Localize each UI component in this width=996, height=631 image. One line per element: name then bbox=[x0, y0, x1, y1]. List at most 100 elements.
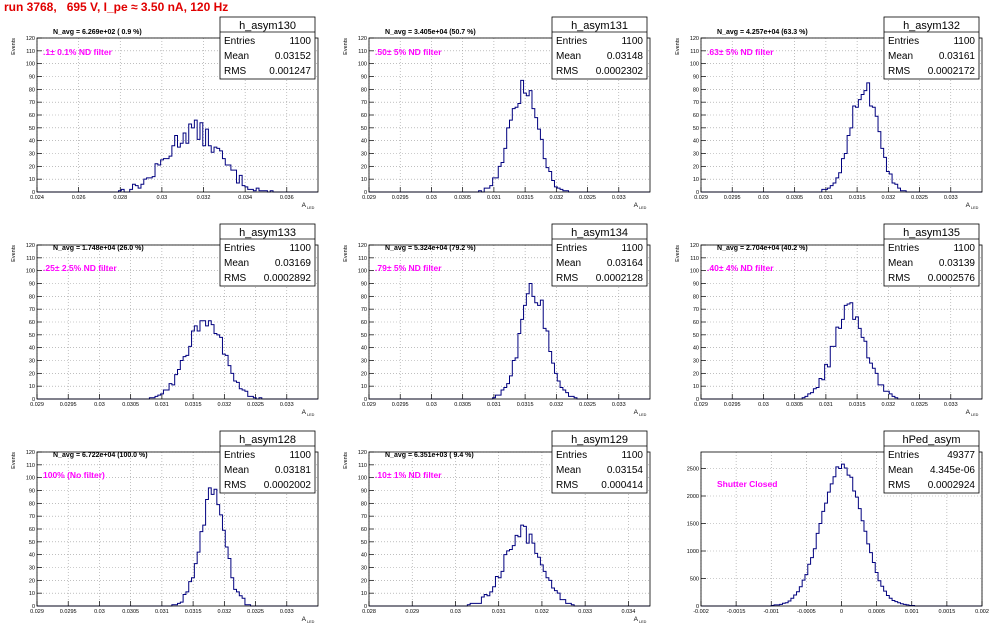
y-tick-label: 1000 bbox=[687, 549, 699, 555]
stats-label-mean: Mean bbox=[556, 258, 581, 269]
stats-value-mean: 0.03169 bbox=[275, 258, 312, 269]
stats-value-entries: 1100 bbox=[289, 450, 311, 461]
y-tick-label: 90 bbox=[693, 75, 699, 81]
y-tick-label: 60 bbox=[29, 113, 35, 119]
y-tick-label: 50 bbox=[693, 333, 699, 339]
x-tick-label: 0.0325 bbox=[247, 402, 264, 408]
stats-label-rms: RMS bbox=[556, 480, 579, 491]
n-avg-annotation: N_avg = 2.704e+04 (40.2 %) bbox=[717, 245, 808, 252]
y-tick-label: 10 bbox=[29, 591, 35, 597]
y-tick-label: 40 bbox=[361, 553, 367, 559]
y-tick-label: 120 bbox=[358, 243, 367, 249]
n-avg-annotation: N_avg = 4.257e+04 (63.3 %) bbox=[717, 29, 808, 36]
stats-value-mean: 0.03181 bbox=[275, 465, 312, 476]
x-tick-label: 0.0325 bbox=[247, 609, 264, 615]
x-axis-label: A bbox=[634, 409, 639, 416]
y-tick-label: 110 bbox=[26, 463, 35, 469]
x-tick-label: 0.032 bbox=[881, 195, 895, 201]
y-tick-label: 50 bbox=[29, 540, 35, 546]
histogram-name: h_asym131 bbox=[571, 20, 628, 32]
stats-label-mean: Mean bbox=[888, 465, 913, 476]
run-title: run 3768, 695 V, I_pe ≈ 3.50 nA, 120 Hz bbox=[4, 0, 229, 14]
y-axis-label: Events bbox=[11, 245, 17, 262]
y-axis-label: Events bbox=[11, 38, 17, 55]
y-tick-label: 100 bbox=[26, 269, 35, 275]
plot-frame bbox=[368, 37, 651, 193]
x-tick-label: 0.0325 bbox=[579, 195, 596, 201]
histogram-svg: 0.029 0.0295 0.03 0.0305 0.031 0.0315 0.032 0.0… bbox=[675, 16, 983, 210]
stats-value-entries: 1100 bbox=[289, 243, 311, 254]
x-tick-label: 0.0325 bbox=[911, 402, 928, 408]
y-tick-label: 10 bbox=[693, 384, 699, 390]
y-tick-label: 110 bbox=[690, 49, 699, 55]
n-avg-annotation: N_avg = 6.269e+02 ( 0.9 %) bbox=[53, 29, 142, 36]
stats-box bbox=[219, 430, 316, 494]
x-tick-label: 0.0295 bbox=[392, 402, 409, 408]
x-tick-label: 0.0305 bbox=[122, 402, 139, 408]
y-tick-label: 70 bbox=[693, 307, 699, 313]
histogram-panel-h_asym128: 0.029 0.0295 0.03 0.0305 0.031 0.0315 0.032 0.0… bbox=[0, 424, 332, 631]
y-tick-label: 120 bbox=[690, 36, 699, 42]
stats-value-entries: 1100 bbox=[621, 450, 643, 461]
y-tick-label: 1500 bbox=[687, 522, 699, 528]
y-axis-label: Events bbox=[343, 245, 349, 262]
y-tick-label: 40 bbox=[29, 346, 35, 352]
y-tick-label: 0 bbox=[364, 604, 367, 610]
x-axis-label: A bbox=[634, 616, 639, 623]
stats-label-mean: Mean bbox=[556, 51, 581, 62]
x-tick-label: 0.033 bbox=[944, 402, 958, 408]
x-tick-label: 0.0295 bbox=[60, 402, 77, 408]
x-tick-label: -0.0005 bbox=[797, 609, 816, 615]
y-tick-label: 90 bbox=[361, 282, 367, 288]
y-tick-label: 40 bbox=[693, 346, 699, 352]
y-tick-label: 80 bbox=[693, 87, 699, 93]
x-tick-label: 0.0315 bbox=[185, 402, 202, 408]
x-tick-label: 0.03 bbox=[758, 402, 769, 408]
histogram-name: hPed_asym bbox=[902, 434, 960, 446]
x-tick-label: 0.0325 bbox=[911, 195, 928, 201]
x-tick-label: 0.029 bbox=[30, 609, 44, 615]
y-tick-label: 100 bbox=[26, 62, 35, 68]
stats-label-entries: Entries bbox=[224, 450, 255, 461]
x-tick-label: 0.031 bbox=[487, 195, 501, 201]
stats-value-rms: 0.0002302 bbox=[596, 66, 644, 77]
y-tick-label: 110 bbox=[26, 49, 35, 55]
y-tick-label: 20 bbox=[29, 371, 35, 377]
plot-frame bbox=[36, 451, 319, 607]
plot-frame bbox=[700, 37, 983, 193]
filter-label: .50± 5% ND filter bbox=[375, 47, 442, 57]
y-tick-label: 50 bbox=[361, 540, 367, 546]
histogram-name: h_asym130 bbox=[239, 20, 296, 32]
y-tick-label: 40 bbox=[29, 139, 35, 145]
stats-value-entries: 1100 bbox=[289, 36, 311, 47]
histogram-svg: 0.029 0.0295 0.03 0.0305 0.031 0.0315 0.032 0.0… bbox=[11, 430, 319, 624]
stats-label-mean: Mean bbox=[888, 51, 913, 62]
y-tick-label: 10 bbox=[361, 177, 367, 183]
stats-label-mean: Mean bbox=[888, 258, 913, 269]
histogram-name: h_asym133 bbox=[239, 227, 296, 239]
histogram-series bbox=[369, 79, 650, 193]
histogram-svg: 0.028 0.029 0.03 0.031 0.032 0.033 0.034 0 10 20 3… bbox=[343, 430, 651, 624]
histogram-series bbox=[369, 283, 650, 400]
stats-label-entries: Entries bbox=[556, 450, 587, 461]
x-axis-label-subscript: LED bbox=[307, 413, 315, 417]
histogram-name: h_asym135 bbox=[903, 227, 960, 239]
y-tick-label: 50 bbox=[361, 333, 367, 339]
histogram-svg: 0.029 0.0295 0.03 0.0305 0.031 0.0315 0.032 0.0… bbox=[343, 16, 651, 210]
x-tick-label: 0.036 bbox=[280, 195, 294, 201]
y-tick-label: 110 bbox=[690, 256, 699, 262]
y-axis-label: Events bbox=[11, 452, 17, 469]
x-tick-label: 0.029 bbox=[694, 402, 708, 408]
y-tick-label: 60 bbox=[361, 527, 367, 533]
plot-frame bbox=[36, 244, 319, 400]
stats-box bbox=[551, 430, 648, 494]
y-tick-label: 0 bbox=[32, 604, 35, 610]
x-tick-label: 0.001 bbox=[905, 609, 919, 615]
y-tick-label: 70 bbox=[29, 100, 35, 106]
y-tick-label: 0 bbox=[364, 397, 367, 403]
x-tick-label: 0.034 bbox=[238, 195, 252, 201]
y-tick-label: 90 bbox=[29, 75, 35, 81]
x-axis-label: A bbox=[302, 409, 307, 416]
x-tick-label: 0.029 bbox=[405, 609, 419, 615]
filter-label: .79± 5% ND filter bbox=[375, 263, 442, 273]
